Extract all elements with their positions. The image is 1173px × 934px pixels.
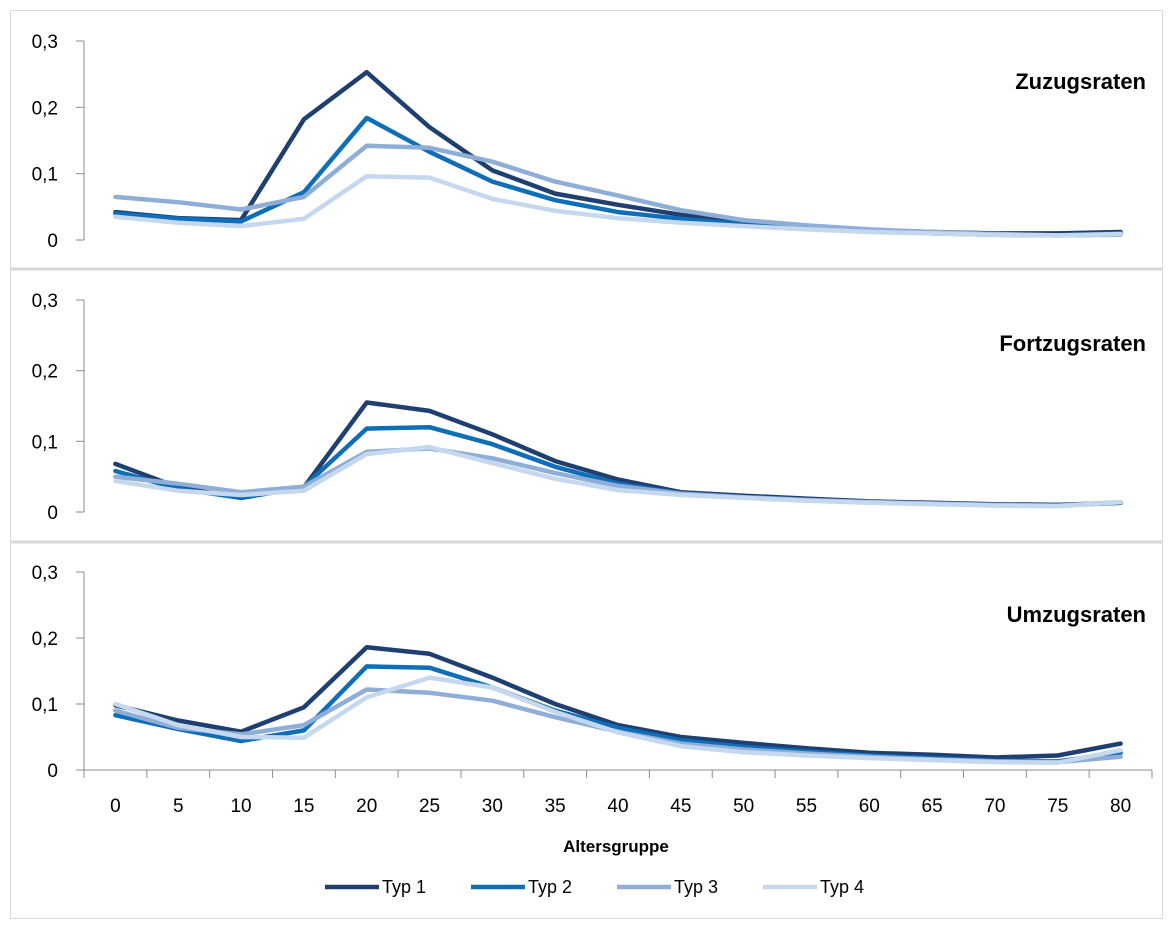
y-tick-label: 0,2: [32, 629, 58, 650]
y-tick-label: 0,2: [32, 98, 58, 119]
y-tick-label: 0,1: [32, 432, 58, 453]
x-tick-label: 0: [110, 796, 121, 817]
x-tick-label: 60: [859, 796, 880, 817]
y-tick-label: 0,3: [32, 291, 58, 312]
y-tick-label: 0: [47, 761, 58, 782]
series-line-typ-1: [113, 644, 1123, 760]
y-tick-label: 0,3: [32, 32, 58, 53]
y-tick-label: 0,1: [32, 165, 58, 186]
legend-item-typ-4: Typ 4: [763, 877, 864, 897]
x-tick-label: 20: [356, 796, 377, 817]
x-tick-label: 30: [482, 796, 503, 817]
series-line-typ-4: [113, 675, 1123, 765]
x-tick-label: 5: [173, 796, 184, 817]
x-tick-label: 55: [796, 796, 817, 817]
x-tick-label: 50: [733, 796, 754, 817]
series-line-typ-4: [113, 174, 1123, 238]
legend-item-typ-3: Typ 3: [617, 877, 718, 897]
legend-item-typ-2: Typ 2: [471, 877, 572, 897]
x-tick-label: 10: [230, 796, 251, 817]
legend-label: Typ 4: [820, 877, 864, 897]
legend-item-typ-1: Typ 1: [325, 877, 426, 897]
y-tick-label: 0: [47, 503, 58, 524]
x-tick-label: 80: [1110, 796, 1131, 817]
legend: Typ 1 Typ 2 Typ 3 Typ 4: [325, 877, 864, 897]
x-tick-label: 70: [984, 796, 1005, 817]
y-tick-label: 0: [47, 231, 58, 252]
chart-frame: [10, 10, 1163, 919]
x-tick-label: 25: [419, 796, 440, 817]
x-tick-label: 35: [545, 796, 566, 817]
panel-title: Zuzugsraten: [1015, 69, 1146, 94]
panel-title: Umzugsraten: [1007, 602, 1146, 627]
panel-zuzugsraten: 0 0,1 0,2 0,3 Zuzugsraten: [32, 32, 1146, 252]
x-axis: 0 5 10 15 20 25 30 35 40 45 50 55 60 65 70 75 80: [83, 769, 1153, 817]
x-axis-title: Altersgruppe: [563, 837, 669, 856]
x-tick-label: 15: [293, 796, 314, 817]
y-tick-label: 0,2: [32, 362, 58, 383]
x-tick-label: 45: [670, 796, 691, 817]
panel-umzugsraten: 0 0,1 0,2 0,3 Umzugsraten: [32, 563, 1146, 782]
legend-label: Typ 2: [528, 877, 572, 897]
x-tick-label: 40: [607, 796, 628, 817]
x-tick-label: 65: [922, 796, 943, 817]
panel-fortzugsraten: 0 0,1 0,2 0,3 Fortzugsraten: [32, 291, 1146, 524]
y-tick-label: 0,1: [32, 695, 58, 716]
legend-label: Typ 3: [674, 877, 718, 897]
legend-label: Typ 1: [382, 877, 426, 897]
chart-panels: 0 0,1 0,2 0,3 Zuzugsraten 0 0,1 0,2 0,3 Fortzugsr…: [32, 32, 1146, 782]
y-tick-label: 0,3: [32, 563, 58, 584]
panel-title: Fortzugsraten: [999, 331, 1146, 356]
x-tick-label: 75: [1047, 796, 1068, 817]
series-line-typ-4: [113, 444, 1123, 509]
